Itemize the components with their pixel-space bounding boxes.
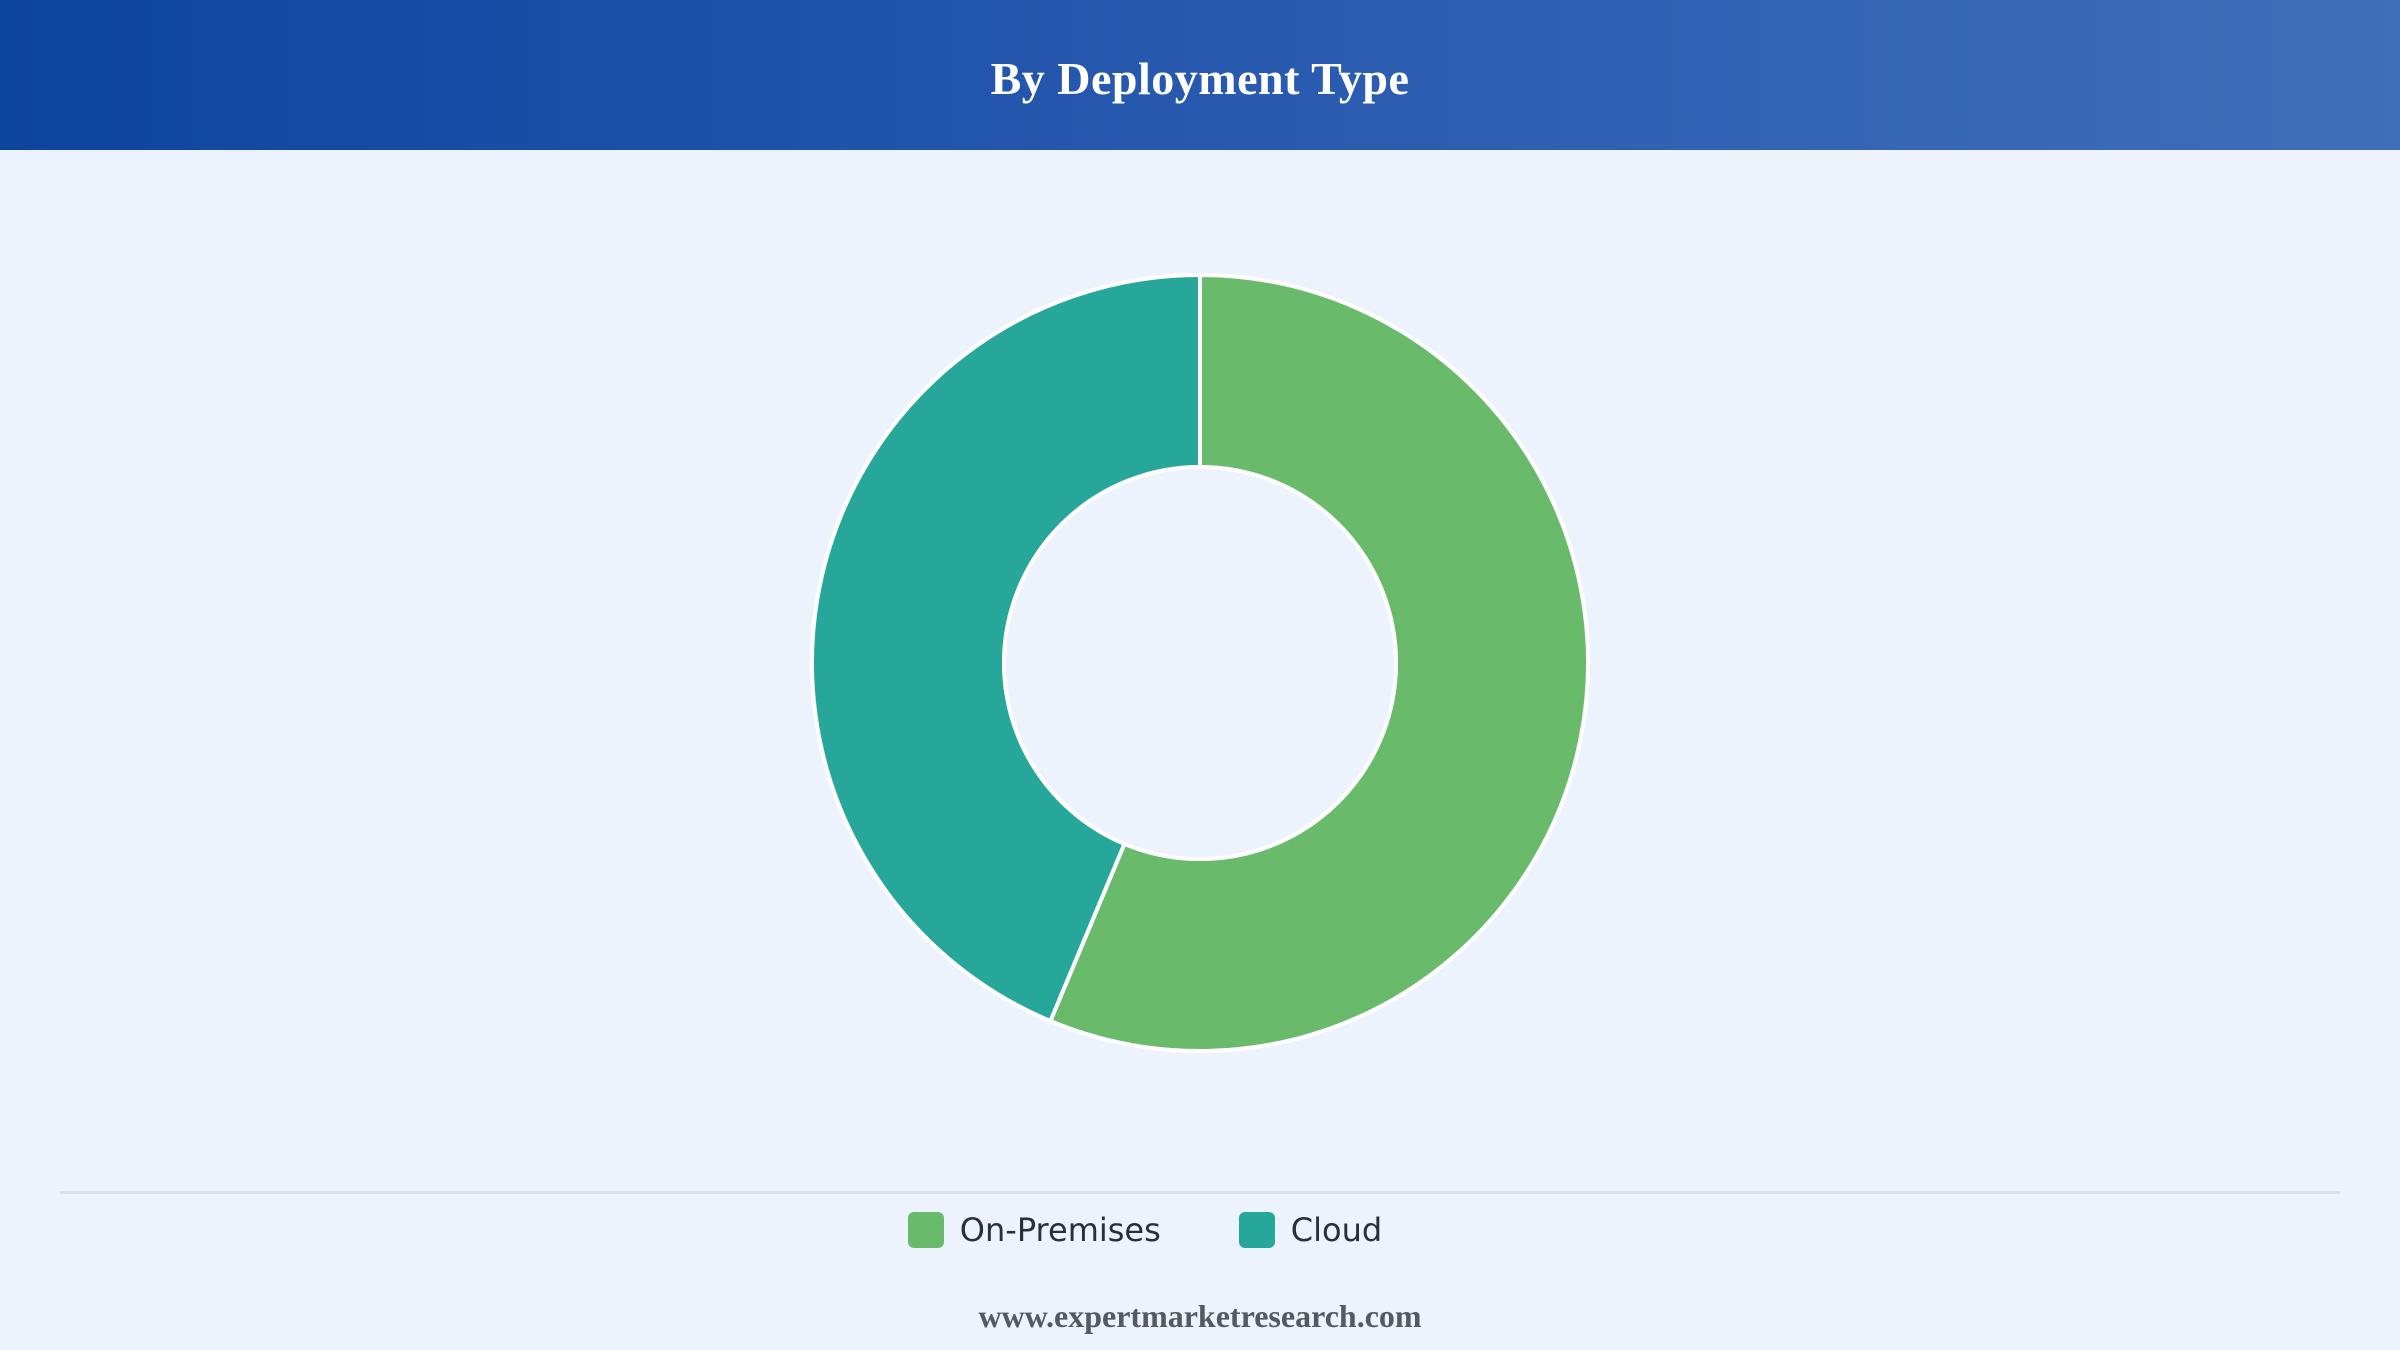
chart-title: By Deployment Type xyxy=(990,52,1410,104)
legend-divider xyxy=(60,1191,2340,1194)
legend-swatch-on-premises xyxy=(907,1212,944,1248)
header-banner: By Deployment Type xyxy=(0,0,2400,150)
chart-area xyxy=(0,150,2400,1190)
legend-swatch-cloud xyxy=(1238,1212,1275,1248)
legend-item-on-premises[interactable]: On-Premises xyxy=(907,1211,1161,1249)
legend-label-on-premises: On-Premises xyxy=(959,1211,1161,1249)
donut-hole xyxy=(1002,465,1398,861)
legend: On-Premises Cloud xyxy=(0,1210,2400,1250)
source-url: www.expertmarketresearch.com xyxy=(978,1298,1422,1334)
legend-item-cloud[interactable]: Cloud xyxy=(1238,1211,1383,1249)
legend-label-cloud: Cloud xyxy=(1290,1211,1383,1249)
donut-chart xyxy=(810,273,1590,1053)
